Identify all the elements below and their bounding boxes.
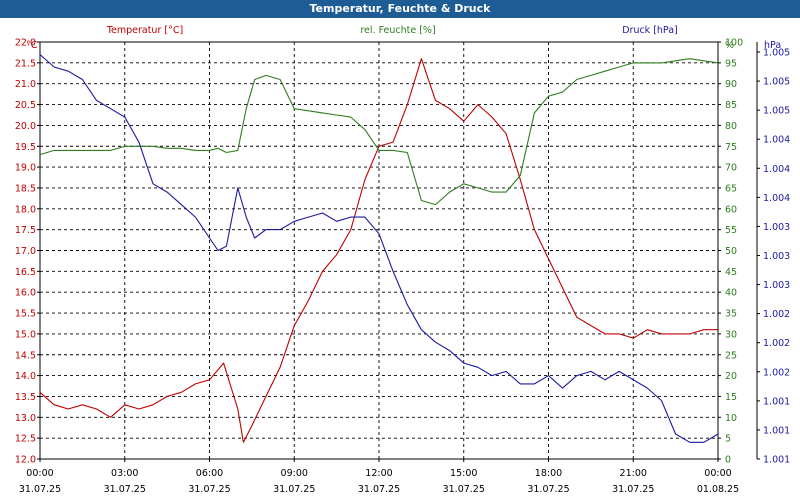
y-pressure-tick-label: 1.002 [763, 338, 790, 349]
y-pressure-tick-label: 1.002 [763, 367, 790, 378]
y-pressure-tick-label: 1.004 [763, 164, 790, 175]
series-line-temp [39, 58, 718, 443]
y-left-tick-label: 20.0 [15, 121, 36, 132]
y-left-tick-label: 22.0 [15, 38, 36, 49]
y-hum-tick-label: 45 [725, 267, 737, 278]
y-hum-tick-label: 60 [725, 204, 737, 215]
x-tick-label-date: 31.07.25 [443, 484, 485, 495]
y-left-tick-label: 14.0 [15, 371, 36, 382]
y-hum-tick-label: 0 [725, 455, 731, 466]
y-left-tick-label: 17.0 [15, 246, 36, 257]
y-left-tick-label: 14.5 [15, 350, 36, 361]
y-hum-tick-label: 5 [725, 434, 731, 445]
y-pressure-tick-label: 1.005 [763, 77, 790, 88]
legend-pressure: Druck [hPa] [622, 25, 678, 36]
y-hum-tick-label: 15 [725, 392, 737, 403]
y-left-tick-label: 16.5 [15, 267, 36, 278]
series-line-press [39, 54, 719, 443]
x-tick-label-date: 31.07.25 [273, 484, 315, 495]
y-hum-tick-label: 100 [725, 38, 743, 49]
y-hum-tick-label: 40 [725, 288, 737, 299]
x-tick-label-time: 00:00 [26, 468, 53, 479]
x-tick-label-date: 31.07.25 [358, 484, 400, 495]
y-hum-tick-label: 80 [725, 121, 737, 132]
y-pressure-tick-label: 1.005 [763, 48, 790, 59]
y-left-tick-label: 21.0 [15, 79, 36, 90]
y-hum-tick-label: 10 [725, 413, 737, 424]
x-tick-label-date: 31.07.25 [188, 484, 230, 495]
y-pressure-tick-label: 1.005 [763, 106, 790, 117]
x-tick-label-time: 09:00 [281, 468, 308, 479]
x-tick-label-time: 00:00 [704, 468, 731, 479]
y-left-tick-label: 17.5 [15, 225, 36, 236]
y-hum-tick-label: 20 [725, 371, 737, 382]
y-hum-tick-label: 25 [725, 350, 737, 361]
y-left-tick-label: 15.0 [15, 329, 36, 340]
y-pressure-tick-label: 1.003 [763, 280, 790, 291]
x-tick-label-date: 31.07.25 [527, 484, 569, 495]
x-tick-label-date: 31.07.25 [104, 484, 146, 495]
y-left-tick-label: 18.0 [15, 204, 36, 215]
y-left-tick-label: 18.5 [15, 183, 36, 194]
y-hum-tick-label: 50 [725, 246, 737, 257]
legend-temperature: Temperatur [°C] [106, 25, 183, 36]
y-pressure-tick-label: 1.003 [763, 251, 790, 262]
y-hum-tick-label: 90 [725, 79, 737, 90]
y-hum-tick-label: 30 [725, 329, 737, 340]
y-left-tick-label: 15.5 [15, 309, 36, 320]
y-hum-tick-label: 70 [725, 163, 737, 174]
y-left-tick-label: 16.0 [15, 288, 36, 299]
y-left-tick-label: 21.5 [15, 58, 36, 69]
x-tick-label-time: 15:00 [450, 468, 477, 479]
y-pressure-tick-label: 1.001 [763, 425, 790, 436]
y-pressure-tick-label: 1.001 [763, 455, 790, 466]
y-left-tick-label: 13.5 [15, 392, 36, 403]
y-hum-tick-label: 55 [725, 225, 737, 236]
y-hum-tick-label: 65 [725, 183, 737, 194]
y-hum-tick-label: 35 [725, 309, 737, 320]
y-pressure-tick-label: 1.001 [763, 396, 790, 407]
y-hum-tick-label: 95 [725, 58, 737, 69]
x-tick-label-date: 31.07.25 [19, 484, 61, 495]
x-tick-label-time: 18:00 [535, 468, 562, 479]
x-tick-label-time: 03:00 [111, 468, 138, 479]
y-left-tick-label: 19.0 [15, 163, 36, 174]
y-left-unit: °C [26, 40, 38, 51]
y-left-tick-label: 12.5 [15, 434, 36, 445]
legend-humidity: rel. Feuchte [%] [360, 25, 435, 36]
x-tick-label-date: 31.07.25 [612, 484, 654, 495]
y-left-tick-label: 13.0 [15, 413, 36, 424]
y-pressure-unit: hPa [764, 40, 781, 51]
y-left-tick-label: 12.0 [15, 455, 36, 466]
x-tick-label-time: 06:00 [196, 468, 223, 479]
y-hum-tick-label: 85 [725, 100, 737, 111]
y-left-tick-label: 20.5 [15, 100, 36, 111]
y-pressure-tick-label: 1.002 [763, 309, 790, 320]
window-title: Temperatur, Feuchte & Druck [0, 0, 800, 18]
x-tick-label-date: 01.08.25 [697, 484, 739, 495]
y-pressure-tick-label: 1.004 [763, 135, 790, 146]
y-left-tick-label: 19.5 [15, 142, 36, 153]
x-tick-label-time: 21:00 [620, 468, 647, 479]
x-tick-label-time: 12:00 [365, 468, 392, 479]
y-hum-unit: % [725, 40, 734, 51]
series-line-hum [39, 58, 719, 206]
y-hum-tick-label: 75 [725, 142, 737, 153]
y-pressure-tick-label: 1.003 [763, 222, 790, 233]
y-pressure-tick-label: 1.004 [763, 193, 790, 204]
